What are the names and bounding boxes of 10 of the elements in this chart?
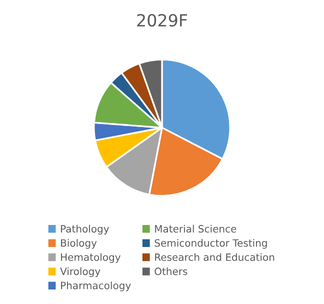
legend-label: Research and Education xyxy=(155,253,274,261)
legend-label: Hematology xyxy=(61,253,120,263)
legend-label: Pharmacology xyxy=(61,282,131,292)
legend-label: Semiconductor Testing xyxy=(154,239,267,249)
legend-label: Material Science xyxy=(155,224,236,233)
legend-label: Pathology xyxy=(61,224,109,235)
chart-title: 2029F xyxy=(137,14,188,27)
legend-label: Others xyxy=(154,267,188,276)
legend-label: Biology xyxy=(61,239,97,249)
legend-label: Virology xyxy=(60,267,100,278)
